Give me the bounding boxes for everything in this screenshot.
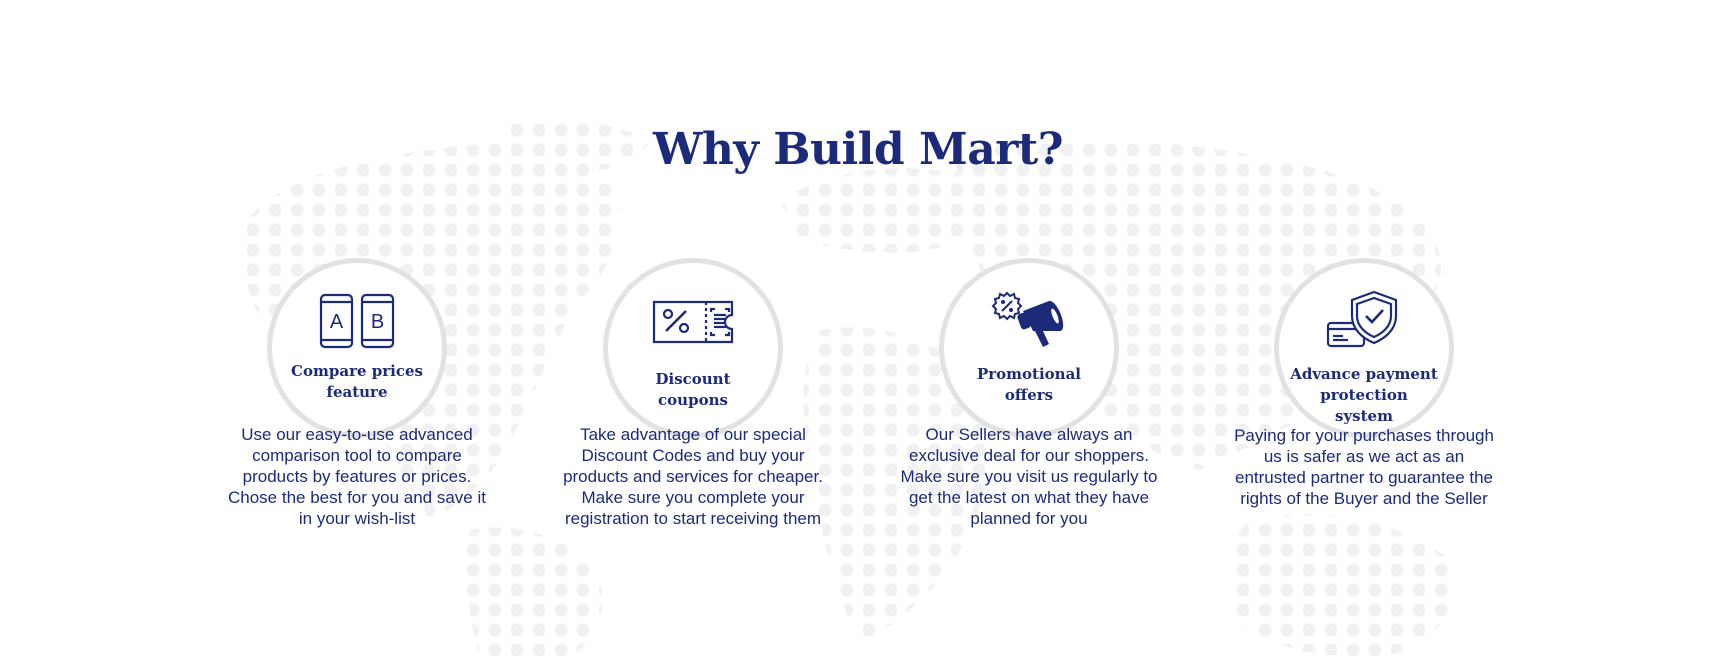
feature-label: Compare prices feature: [291, 362, 423, 401]
feature-circle: Advance payment protection system: [1274, 258, 1454, 438]
feature-circle: A B Compare prices feature: [267, 258, 447, 438]
page-title: Why Build Mart?: [653, 124, 1063, 175]
feature-label: Discount coupons: [655, 370, 731, 409]
svg-text:A: A: [330, 311, 344, 333]
feature-label: Promotional offers: [976, 365, 1082, 404]
megaphone-icon: [991, 291, 1064, 347]
feature-label: Advance payment protection system: [1290, 365, 1438, 425]
feature-circle: Discount coupons: [603, 258, 783, 438]
feature-description: Our Sellers have always an exclusive dea…: [900, 425, 1158, 528]
svg-text:B: B: [371, 311, 384, 333]
shield-card-icon: [1326, 290, 1398, 348]
feature-description: Paying for your purchases through us is …: [1234, 426, 1494, 508]
feature-description: Take advantage of our special Discount C…: [563, 425, 823, 528]
coupon-ticket-icon: [652, 300, 734, 344]
ab-compare-icon: A B: [319, 293, 395, 349]
feature-circle: Promotional offers: [939, 258, 1119, 438]
feature-description: Use our easy-to-use advanced comparison …: [228, 425, 486, 528]
